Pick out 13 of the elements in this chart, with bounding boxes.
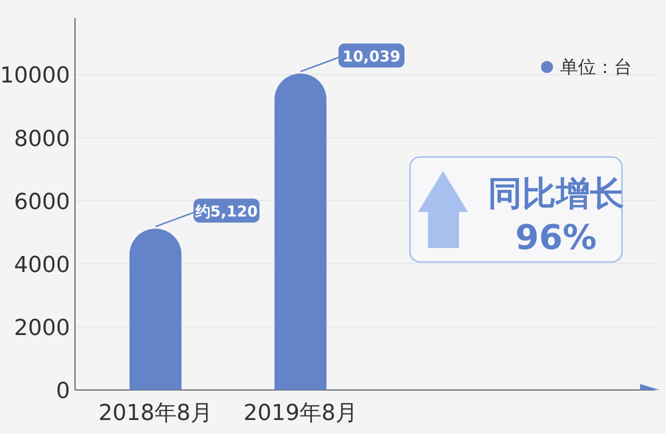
- legend-label: 单位：台: [560, 57, 632, 78]
- y-tick-label: 8000: [14, 126, 70, 152]
- x-tick-label: 2019年8月: [244, 401, 358, 426]
- annotation: 同比增长 96%: [488, 174, 624, 258]
- legend: 单位：台: [541, 57, 632, 78]
- y-tick-label: 10000: [0, 64, 70, 89]
- y-tick-label: 0: [56, 379, 70, 404]
- data-label: 约5,120: [194, 202, 258, 221]
- y-tick-label: 2000: [14, 316, 70, 341]
- y-tick-label: 4000: [14, 252, 70, 278]
- y-tick-label: 6000: [14, 190, 70, 215]
- x-tick-label: 2018年8月: [98, 401, 212, 426]
- data-label: 10,039: [342, 48, 400, 66]
